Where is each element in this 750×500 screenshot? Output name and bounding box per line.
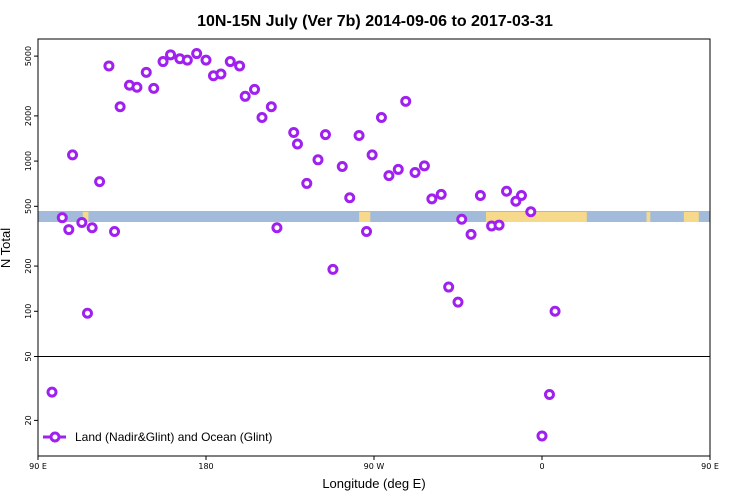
data-point <box>383 170 395 182</box>
data-point <box>549 305 561 317</box>
data-point <box>543 388 555 400</box>
data-point <box>181 54 193 66</box>
data-point <box>46 386 58 398</box>
x-tick-label: 90 E <box>29 462 47 471</box>
data-point <box>249 83 261 95</box>
data-point <box>81 307 93 319</box>
data-point <box>319 129 331 141</box>
data-point <box>515 190 527 202</box>
data-point <box>239 90 251 102</box>
data-point <box>271 222 283 234</box>
data-point <box>200 54 212 66</box>
data-point <box>301 177 313 189</box>
data-point <box>56 212 68 224</box>
data-point <box>435 188 447 200</box>
y-tick-label: 50 <box>24 351 33 361</box>
land-segment <box>359 212 371 222</box>
data-point <box>409 166 421 178</box>
data-point <box>400 95 412 107</box>
legend: Land (Nadir&Glint) and Ocean (Glint) <box>43 430 272 444</box>
y-tick-label: 200 <box>24 258 33 273</box>
data-point <box>140 66 152 78</box>
plot-frame <box>37 38 711 457</box>
x-tick-label: 90 W <box>364 462 385 471</box>
x-tick-label: 90 E <box>701 462 719 471</box>
chart-title: 10N-15N July (Ver 7b) 2014-09-06 to 2017… <box>197 13 553 30</box>
x-axis: 90 E 180 90 W 0 90 E <box>29 456 719 471</box>
data-point <box>336 161 348 173</box>
legend-marker <box>49 431 61 443</box>
data-points <box>46 48 561 442</box>
y-axis-title: N Total <box>0 228 13 268</box>
land-segment <box>486 212 587 222</box>
data-point <box>109 225 121 237</box>
data-point <box>344 192 356 204</box>
data-point <box>366 149 378 161</box>
data-point <box>291 138 303 150</box>
data-point <box>375 112 387 124</box>
y-tick-label: 500 <box>24 199 33 214</box>
data-point <box>525 206 537 218</box>
x-tick-label: 180 <box>198 462 213 471</box>
data-point <box>501 185 513 197</box>
data-point <box>63 224 75 236</box>
data-point <box>103 60 115 72</box>
data-point <box>76 217 88 229</box>
y-tick-label: 5000 <box>24 46 33 66</box>
data-point <box>327 263 339 275</box>
legend-label: Land (Nadir&Glint) and Ocean (Glint) <box>75 430 272 444</box>
data-point <box>157 56 169 68</box>
data-point <box>426 193 438 205</box>
data-point <box>361 225 373 237</box>
data-point <box>493 219 505 231</box>
data-point <box>452 296 464 308</box>
data-point <box>67 149 79 161</box>
data-point <box>148 82 160 94</box>
data-point <box>94 176 106 188</box>
data-point <box>418 160 430 172</box>
y-tick-label: 1000 <box>24 151 33 171</box>
y-axis: 5000 2000 1000 500 200 100 50 20 <box>24 46 38 425</box>
data-point <box>256 112 268 124</box>
data-point <box>234 60 246 72</box>
data-point <box>456 213 468 225</box>
ocean-band <box>38 211 710 222</box>
data-point <box>465 228 477 240</box>
data-point <box>353 130 365 142</box>
data-point <box>165 49 177 61</box>
data-point <box>114 101 126 113</box>
data-point <box>224 56 236 68</box>
data-point <box>265 101 277 113</box>
x-tick-label: 0 <box>539 462 544 471</box>
y-tick-label: 100 <box>24 304 33 319</box>
data-point <box>288 127 300 139</box>
data-point <box>443 281 455 293</box>
y-tick-label: 2000 <box>24 106 33 126</box>
data-point <box>392 163 404 175</box>
land-segment <box>646 212 651 222</box>
data-point <box>131 81 143 93</box>
data-point <box>312 154 324 166</box>
data-point <box>215 68 227 80</box>
land-segment <box>82 212 89 222</box>
ocean-land-band <box>38 211 710 222</box>
data-point <box>536 430 548 442</box>
data-point <box>474 190 486 202</box>
data-point <box>191 48 203 60</box>
y-tick-label: 20 <box>24 415 33 425</box>
x-axis-title: Longitude (deg E) <box>322 476 425 491</box>
land-segment <box>683 212 699 222</box>
data-point <box>86 222 98 234</box>
